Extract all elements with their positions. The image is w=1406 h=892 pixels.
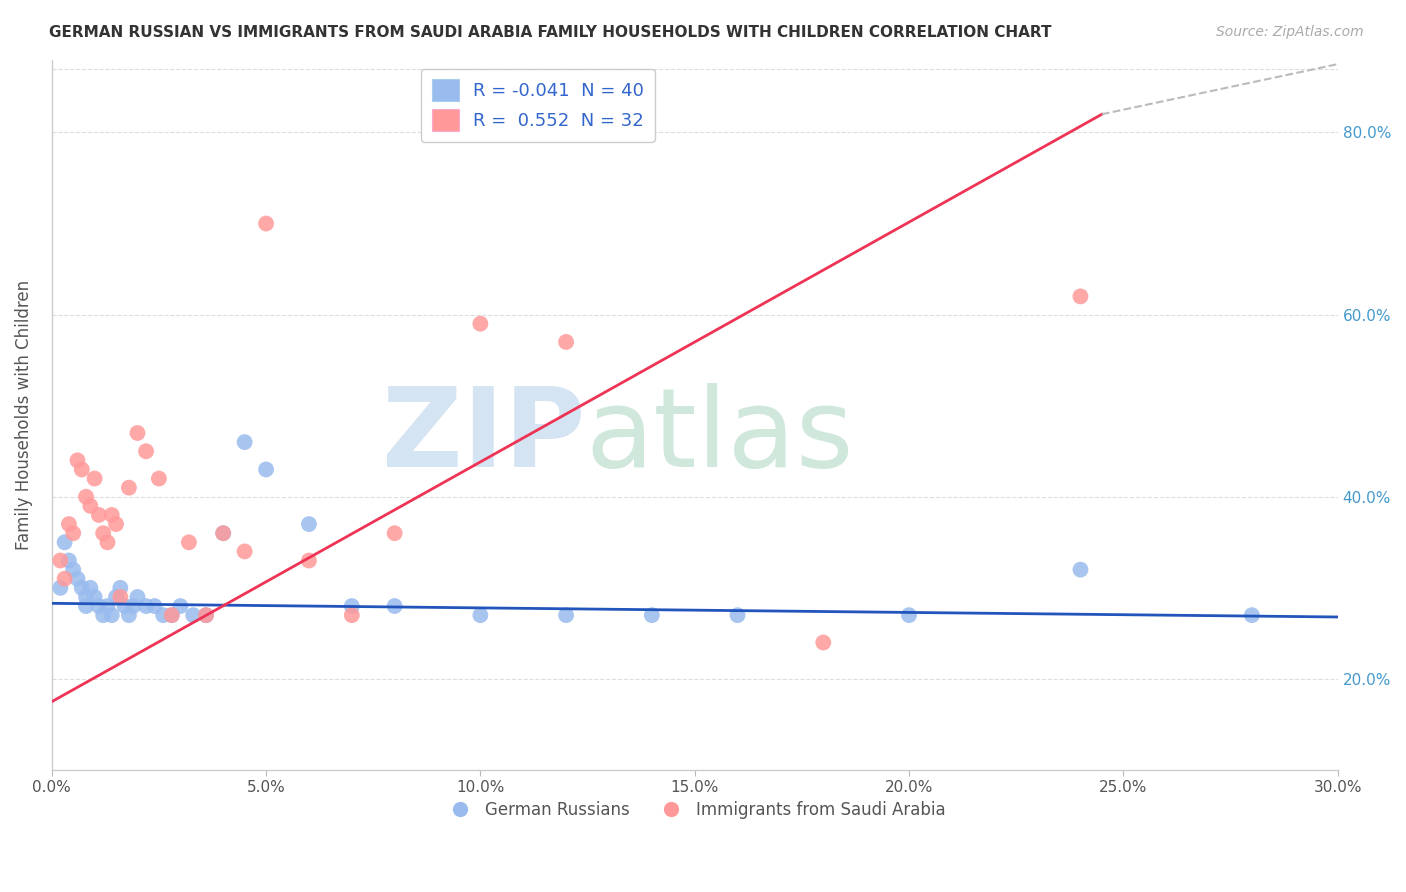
Point bbox=[233, 544, 256, 558]
Point bbox=[135, 599, 157, 613]
Point bbox=[195, 608, 218, 623]
Point bbox=[298, 553, 321, 567]
Point bbox=[384, 599, 406, 613]
Point bbox=[62, 526, 84, 541]
Y-axis label: Family Households with Children: Family Households with Children bbox=[15, 280, 32, 549]
Text: Source: ZipAtlas.com: Source: ZipAtlas.com bbox=[1216, 25, 1364, 39]
Point bbox=[254, 462, 277, 476]
Point bbox=[91, 526, 114, 541]
Point bbox=[148, 471, 170, 485]
Point bbox=[83, 471, 105, 485]
Point bbox=[555, 334, 578, 349]
Point bbox=[49, 553, 72, 567]
Point bbox=[110, 590, 132, 604]
Point bbox=[195, 608, 218, 623]
Point bbox=[100, 508, 122, 522]
Legend: German Russians, Immigrants from Saudi Arabia: German Russians, Immigrants from Saudi A… bbox=[437, 794, 953, 826]
Point bbox=[105, 517, 128, 532]
Point bbox=[384, 526, 406, 541]
Point bbox=[212, 526, 235, 541]
Point bbox=[233, 435, 256, 450]
Point bbox=[87, 599, 110, 613]
Point bbox=[70, 581, 93, 595]
Point bbox=[177, 535, 200, 549]
Point bbox=[169, 599, 191, 613]
Point bbox=[813, 635, 835, 649]
Point bbox=[53, 572, 76, 586]
Point bbox=[66, 572, 89, 586]
Point bbox=[340, 599, 363, 613]
Point bbox=[127, 590, 149, 604]
Point bbox=[212, 526, 235, 541]
Text: atlas: atlas bbox=[585, 383, 853, 490]
Point bbox=[49, 581, 72, 595]
Point bbox=[62, 563, 84, 577]
Point bbox=[105, 590, 128, 604]
Point bbox=[727, 608, 749, 623]
Point bbox=[58, 553, 80, 567]
Point bbox=[58, 517, 80, 532]
Point bbox=[641, 608, 664, 623]
Point bbox=[470, 317, 492, 331]
Point bbox=[135, 444, 157, 458]
Point bbox=[100, 608, 122, 623]
Point bbox=[75, 599, 97, 613]
Point bbox=[152, 608, 174, 623]
Point bbox=[122, 599, 145, 613]
Point bbox=[96, 599, 118, 613]
Point bbox=[160, 608, 183, 623]
Point bbox=[79, 581, 101, 595]
Point bbox=[70, 462, 93, 476]
Point bbox=[298, 517, 321, 532]
Text: GERMAN RUSSIAN VS IMMIGRANTS FROM SAUDI ARABIA FAMILY HOUSEHOLDS WITH CHILDREN C: GERMAN RUSSIAN VS IMMIGRANTS FROM SAUDI … bbox=[49, 25, 1052, 40]
Point bbox=[160, 608, 183, 623]
Point bbox=[1069, 563, 1091, 577]
Point bbox=[96, 535, 118, 549]
Point bbox=[53, 535, 76, 549]
Point bbox=[898, 608, 921, 623]
Point bbox=[181, 608, 204, 623]
Point bbox=[66, 453, 89, 467]
Point bbox=[143, 599, 166, 613]
Point bbox=[79, 499, 101, 513]
Point bbox=[118, 608, 141, 623]
Point bbox=[1069, 289, 1091, 303]
Point bbox=[470, 608, 492, 623]
Text: ZIP: ZIP bbox=[382, 383, 585, 490]
Point bbox=[114, 599, 136, 613]
Point bbox=[75, 590, 97, 604]
Point bbox=[91, 608, 114, 623]
Point bbox=[75, 490, 97, 504]
Point bbox=[254, 217, 277, 231]
Point bbox=[555, 608, 578, 623]
Point bbox=[1240, 608, 1263, 623]
Point bbox=[83, 590, 105, 604]
Point bbox=[118, 481, 141, 495]
Point bbox=[87, 508, 110, 522]
Point bbox=[127, 425, 149, 440]
Point bbox=[340, 608, 363, 623]
Point bbox=[110, 581, 132, 595]
